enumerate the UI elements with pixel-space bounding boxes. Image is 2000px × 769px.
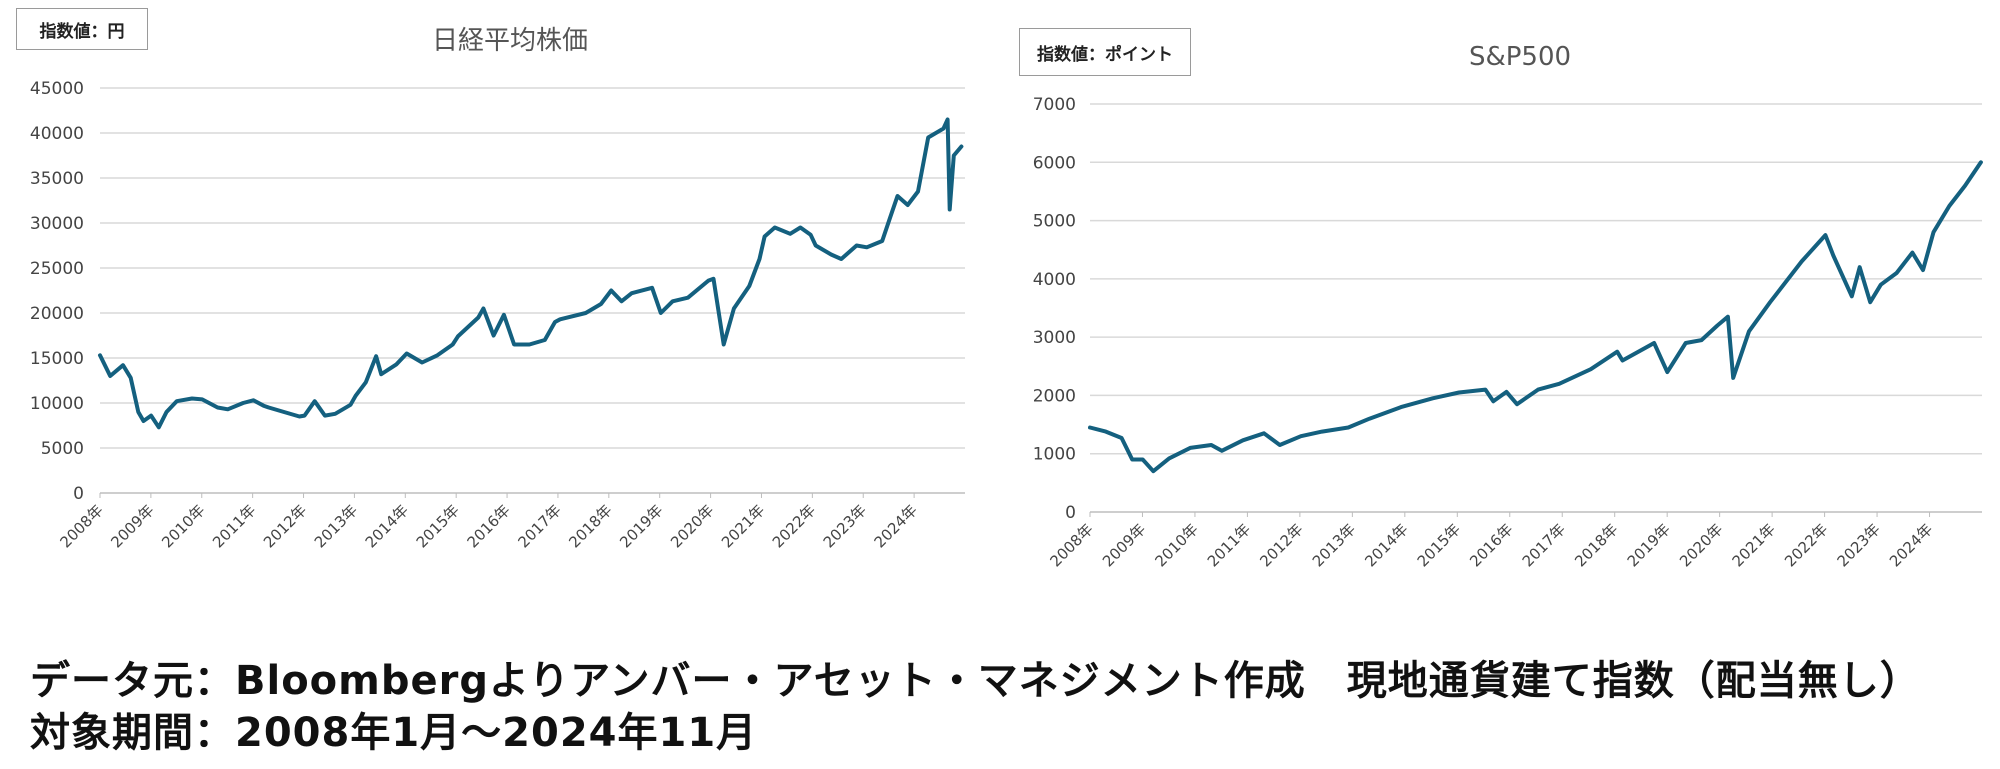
nikkei-x-tick-label: 2008年 [56,501,106,551]
nikkei-y-tick-label: 25000 [30,259,84,279]
sp500-y-tick-label: 1000 [1033,445,1076,465]
nikkei-x-tick-label: 2020年 [667,501,717,551]
nikkei-x-tick-label: 2015年 [413,501,463,551]
nikkei-x-tick-label: 2012年 [260,501,310,551]
sp500-x-tick-label: 2008年 [1046,520,1096,570]
sp500-x-tick-label: 2015年 [1414,520,1464,570]
nikkei-y-tick-label: 10000 [30,394,84,414]
nikkei-y-tick-label: 20000 [30,304,84,324]
nikkei-x-tick-label: 2009年 [107,501,157,551]
sp500-y-tick-label: 5000 [1033,212,1076,232]
nikkei-x-tick-label: 2022年 [769,501,819,551]
sp500-x-tick-label: 2013年 [1309,520,1359,570]
sp500-y-tick-label: 2000 [1033,386,1076,406]
nikkei-series-line [98,117,964,430]
nikkei-y-tick-label: 40000 [30,124,84,144]
nikkei-x-tick-label: 2017年 [514,501,564,551]
sp500-x-tick-label: 2023年 [1834,520,1884,570]
nikkei-y-tick-label: 0 [73,484,84,504]
sp500-x-tick-label: 2016年 [1466,520,1516,570]
nikkei-x-tick-label: 2011年 [209,501,259,551]
sp500-series-line [1088,160,1983,474]
sp500-x-tick-label: 2017年 [1519,520,1569,570]
footer-period: 対象期間：2008年1月～2024年11月 [30,710,758,756]
sp500-unit-label: 指数値：ポイント [1019,28,1191,76]
nikkei-x-tick-label: 2023年 [820,501,870,551]
nikkei-unit-label: 指数値：円 [16,8,148,50]
nikkei-x-tick-label: 2024年 [871,501,921,551]
sp500-y-tick-label: 7000 [1033,95,1076,115]
sp500-x-tick-label: 2011年 [1204,520,1254,570]
nikkei-y-tick-label: 15000 [30,349,84,369]
nikkei-x-tick-label: 2021年 [718,501,768,551]
nikkei-x-tick-label: 2010年 [158,501,208,551]
nikkei-x-tick-label: 2019年 [616,501,666,551]
nikkei-x-tick-label: 2013年 [311,501,361,551]
nikkei-chart-title: 日経平均株価 [431,26,588,56]
nikkei-x-tick-label: 2014年 [362,501,412,551]
sp500-x-tick-label: 2019年 [1624,520,1674,570]
nikkei-plot: 0 5000 10000 15000 20000 25000 30000 35000 40000… [30,79,965,551]
sp500-x-tick-label: 2018年 [1571,520,1621,570]
nikkei-x-tick-label: 2016年 [464,501,514,551]
nikkei-x-tick-label: 2018年 [565,501,615,551]
nikkei-y-tick-label: 35000 [30,169,84,189]
sp500-chart-title: S&P500 [1468,42,1572,72]
nikkei-y-tick-label: 30000 [30,214,84,234]
sp500-x-tick-label: 2010年 [1151,520,1201,570]
nikkei-y-tick-label: 45000 [30,79,84,99]
sp500-x-tick-label: 2021年 [1729,520,1779,570]
sp500-y-tick-label: 3000 [1033,328,1076,348]
sp500-y-tick-label: 4000 [1033,270,1076,290]
nikkei-y-tick-label: 5000 [41,439,84,459]
sp500-x-tick-label: 2009年 [1099,520,1149,570]
footer-source: データ元：Bloombergよりアンバー・アセット・マネジメント作成 現地通貨建… [30,658,1921,704]
sp500-x-tick-label: 2024年 [1886,520,1936,570]
sp500-y-tick-label: 6000 [1033,153,1076,173]
sp500-x-tick-label: 2020年 [1676,520,1726,570]
charts-canvas: 0500010000150002000025000300003500040000… [30,79,1983,570]
sp500-y-tick-label: 0 [1065,503,1076,523]
sp500-x-tick-label: 2012年 [1256,520,1306,570]
sp500-x-tick-label: 2014年 [1361,520,1411,570]
sp500-x-tick-label: 2022年 [1781,520,1831,570]
